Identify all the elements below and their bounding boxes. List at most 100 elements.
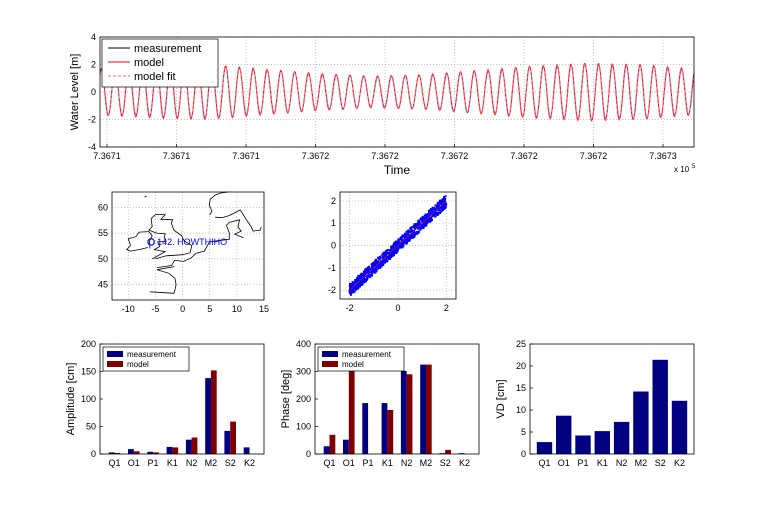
map-x-tick-label: 15 <box>259 304 269 314</box>
coastline <box>241 212 262 232</box>
y-tick-label: 0 <box>521 449 526 459</box>
scatter-point <box>370 271 373 273</box>
scatter-point <box>441 208 444 211</box>
scatter-point <box>438 211 441 214</box>
category-label: N2 <box>186 458 198 468</box>
scatter-point <box>442 205 445 208</box>
scatter-point <box>409 236 412 238</box>
bar <box>153 452 159 454</box>
y-tick-label: 4 <box>91 32 96 42</box>
scatter-point <box>421 215 424 218</box>
scatter-point <box>356 280 359 283</box>
scatter-point <box>374 260 376 263</box>
scatter-point <box>373 266 376 269</box>
scatter-point <box>351 281 354 283</box>
scatter-point <box>432 214 435 217</box>
scatter-point <box>359 274 362 277</box>
bar <box>323 446 330 454</box>
bar <box>420 364 426 454</box>
bar <box>343 439 349 454</box>
scatter-point <box>425 216 428 219</box>
scatter-point <box>386 260 388 263</box>
scatter-point <box>405 230 408 233</box>
scatter-point <box>358 276 361 279</box>
scatter-point <box>431 208 434 211</box>
scatter-point <box>406 239 409 241</box>
scatter-point <box>358 285 361 287</box>
bar <box>185 439 192 454</box>
scatter-point <box>387 249 389 252</box>
station-marker <box>147 238 155 246</box>
category-label: M2 <box>635 458 648 468</box>
category-label: K2 <box>459 458 470 468</box>
category-label: O1 <box>128 458 140 468</box>
scatter-point <box>352 291 355 294</box>
scatter-y-tick-label: 0 <box>331 241 336 251</box>
y-tick-label: 200 <box>296 394 311 404</box>
coastline <box>144 195 147 198</box>
scatter-point <box>360 274 363 277</box>
scatter-point <box>414 228 417 231</box>
y-axis-label: Amplitude [cm] <box>65 363 77 436</box>
scatter-point <box>416 227 419 230</box>
x-tick-label: 7.3672 <box>441 151 469 161</box>
scatter-point <box>366 278 369 281</box>
scatter-point <box>444 207 447 209</box>
scatter-point <box>399 244 402 247</box>
legend-label: measurement <box>342 350 392 359</box>
scatter-point <box>416 222 419 225</box>
scatter-point <box>444 195 447 198</box>
category-label: K1 <box>382 458 393 468</box>
category-label: P1 <box>363 458 374 468</box>
y-tick-label: 0 <box>306 449 311 459</box>
y-tick-label: 0 <box>91 449 96 459</box>
scatter-point <box>356 284 359 287</box>
scatter-point <box>415 231 418 233</box>
scatter-point <box>404 234 407 237</box>
scatter-point <box>418 221 421 224</box>
scatter-point <box>390 256 393 259</box>
scatter-point <box>369 275 372 278</box>
category-label: S2 <box>225 458 236 468</box>
scatter-point <box>391 254 394 257</box>
scatter-x-tick-label: -2 <box>346 303 354 313</box>
legend-label: model <box>342 360 364 369</box>
x-tick-label: 7.3672 <box>302 151 330 161</box>
scatter-point <box>359 281 362 283</box>
scatter-point <box>371 270 374 273</box>
scatter-point <box>365 279 367 282</box>
category-label: K1 <box>597 458 608 468</box>
y-tick-label: 20 <box>516 361 526 371</box>
scatter-point <box>361 281 364 283</box>
scatter-point <box>375 258 378 261</box>
bar <box>166 446 173 454</box>
scatter-point <box>432 210 435 213</box>
scatter-point <box>371 263 374 266</box>
bar-axes-3-border <box>99 343 265 455</box>
y-tick-label: 100 <box>296 422 311 432</box>
scatter-point <box>375 265 378 268</box>
scatter-point <box>349 287 352 290</box>
scatter-point <box>397 238 400 241</box>
coastline <box>215 209 243 219</box>
scatter-point <box>435 213 438 216</box>
coastline <box>149 266 177 294</box>
scatter-point <box>390 248 393 251</box>
scatter-point <box>366 276 369 279</box>
scatter-point <box>405 237 408 240</box>
bar <box>133 451 140 455</box>
scatter-point <box>414 225 417 228</box>
scatter-point <box>376 267 379 270</box>
scatter-point <box>379 261 382 264</box>
scatter-point <box>398 242 401 245</box>
scatter-point <box>442 204 445 207</box>
scatter-point <box>416 223 418 226</box>
scatter-point <box>413 223 416 226</box>
category-label: P1 <box>578 458 589 468</box>
scatter-point <box>430 212 432 215</box>
scatter-point <box>377 256 380 259</box>
map-x-tick-label: 10 <box>232 304 242 314</box>
map-x-tick-label: 5 <box>207 304 212 314</box>
bar-axes-5-bg <box>530 344 694 454</box>
